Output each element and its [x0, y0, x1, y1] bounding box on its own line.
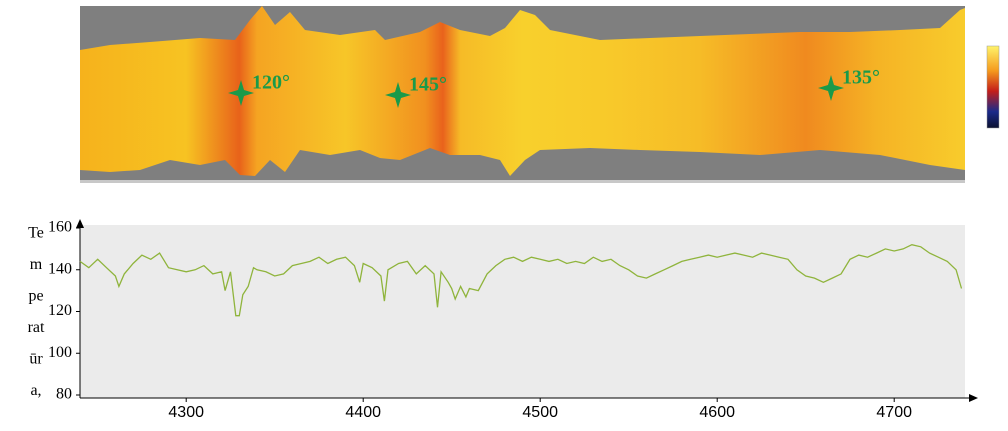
y-tick-label: 140: [48, 260, 72, 277]
y-tick-label: 80: [56, 386, 72, 403]
x-axis-arrow: [969, 394, 978, 402]
y-axis-label: a,: [30, 382, 41, 399]
x-tick-label: 4500: [522, 404, 558, 421]
y-axis-label: rat: [28, 319, 45, 336]
y-axis-label: m: [30, 256, 43, 273]
heatmap-scale: [80, 180, 965, 183]
plot-area: [80, 225, 965, 398]
x-tick-label: 4300: [168, 404, 204, 421]
angle-label: 120°: [252, 72, 290, 94]
colorbar: [987, 46, 999, 128]
x-tick-label: 4600: [699, 404, 735, 421]
y-tick-label: 100: [48, 344, 72, 361]
figure: 120° 145° 135° 80 100 120 140 160 4300 4400 450…: [0, 0, 1008, 426]
heatmap: [80, 6, 999, 183]
angle-label: 145°: [409, 74, 447, 96]
y-axis-label: ūr: [29, 351, 43, 368]
x-tick-label: 4400: [345, 404, 381, 421]
y-axis-label: Te: [28, 225, 44, 242]
y-axis-arrow: [76, 219, 84, 228]
x-tick-label: 4700: [876, 404, 912, 421]
y-tick-label: 120: [48, 302, 72, 319]
y-tick-label: 160: [48, 219, 72, 236]
angle-label: 135°: [842, 67, 880, 89]
y-axis-label: pe: [28, 288, 43, 305]
